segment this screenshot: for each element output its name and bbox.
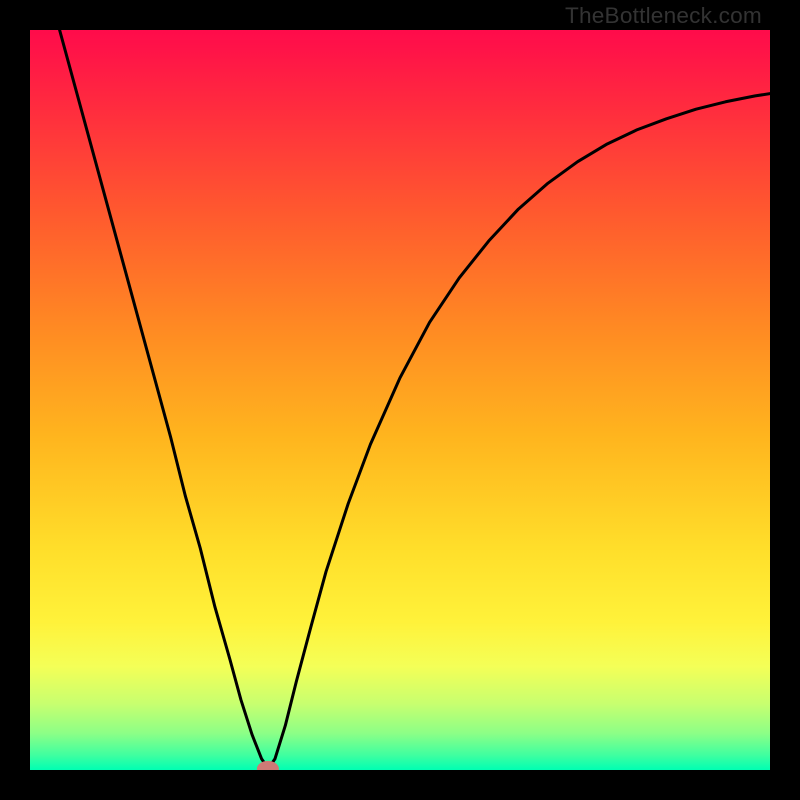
bottleneck-curve: [30, 30, 770, 770]
watermark-text: TheBottleneck.com: [565, 3, 762, 29]
curve-path: [60, 30, 770, 769]
plot-area: [30, 30, 770, 770]
minimum-marker: [257, 760, 279, 770]
